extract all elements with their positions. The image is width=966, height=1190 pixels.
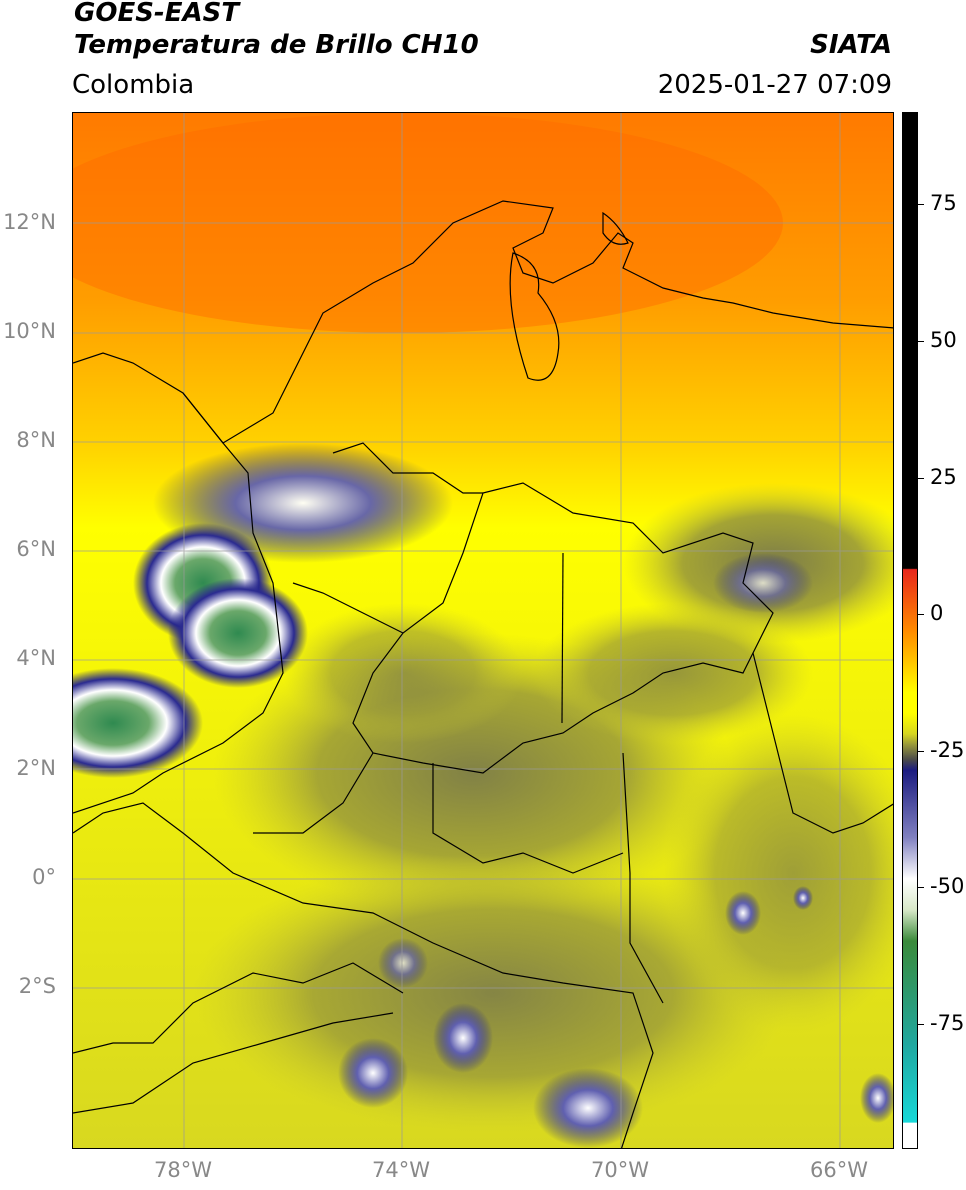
gridlines: [73, 113, 893, 1148]
colorbar-label-25: 25: [930, 465, 957, 489]
map-svg: [73, 113, 893, 1148]
cb-tick-75: [918, 204, 924, 205]
colorbar-label-m75: -75: [930, 1011, 965, 1035]
title-satellite: GOES-EAST: [74, 0, 240, 28]
lat-label-0: 0°: [32, 865, 56, 889]
cb-tick-m25: [918, 751, 924, 752]
lat-label-10n: 10°N: [3, 319, 56, 343]
colorbar-label-m25: -25: [930, 738, 965, 762]
satellite-map: [72, 112, 894, 1149]
borders: [73, 200, 893, 1148]
lat-label-8n: 8°N: [16, 428, 56, 452]
lat-label-4n: 4°N: [16, 646, 56, 670]
lon-label-70w: 70°W: [591, 1158, 649, 1182]
colorbar-svg: [903, 113, 917, 1148]
cb-tick-m50: [918, 887, 924, 888]
colorbar-label-m50: -50: [930, 874, 965, 898]
colorbar: [902, 112, 918, 1149]
deep-convection: [73, 443, 893, 1148]
title-agency: SIATA: [810, 30, 892, 60]
cb-tick-25: [918, 478, 924, 479]
subtitle-region: Colombia: [72, 70, 195, 100]
colorbar-label-50: 50: [930, 328, 957, 352]
title-product: Temperatura de Brillo CH10: [74, 30, 479, 60]
olive-clouds: [193, 483, 893, 1133]
lat-label-2s: 2°S: [18, 974, 56, 998]
lon-label-78w: 78°W: [154, 1158, 212, 1182]
timestamp: 2025-01-27 07:09: [657, 70, 892, 100]
cb-tick-50: [918, 341, 924, 342]
lat-label-2n: 2°N: [16, 756, 56, 780]
lat-label-6n: 6°N: [16, 537, 56, 561]
colorbar-label-0: 0: [930, 601, 944, 625]
cb-tick-m75: [918, 1024, 924, 1025]
lon-label-66w: 66°W: [810, 1158, 868, 1182]
colorbar-label-75: 75: [930, 191, 957, 215]
lat-label-12n: 12°N: [3, 210, 56, 234]
cb-tick-0: [918, 614, 924, 615]
lon-label-74w: 74°W: [372, 1158, 430, 1182]
